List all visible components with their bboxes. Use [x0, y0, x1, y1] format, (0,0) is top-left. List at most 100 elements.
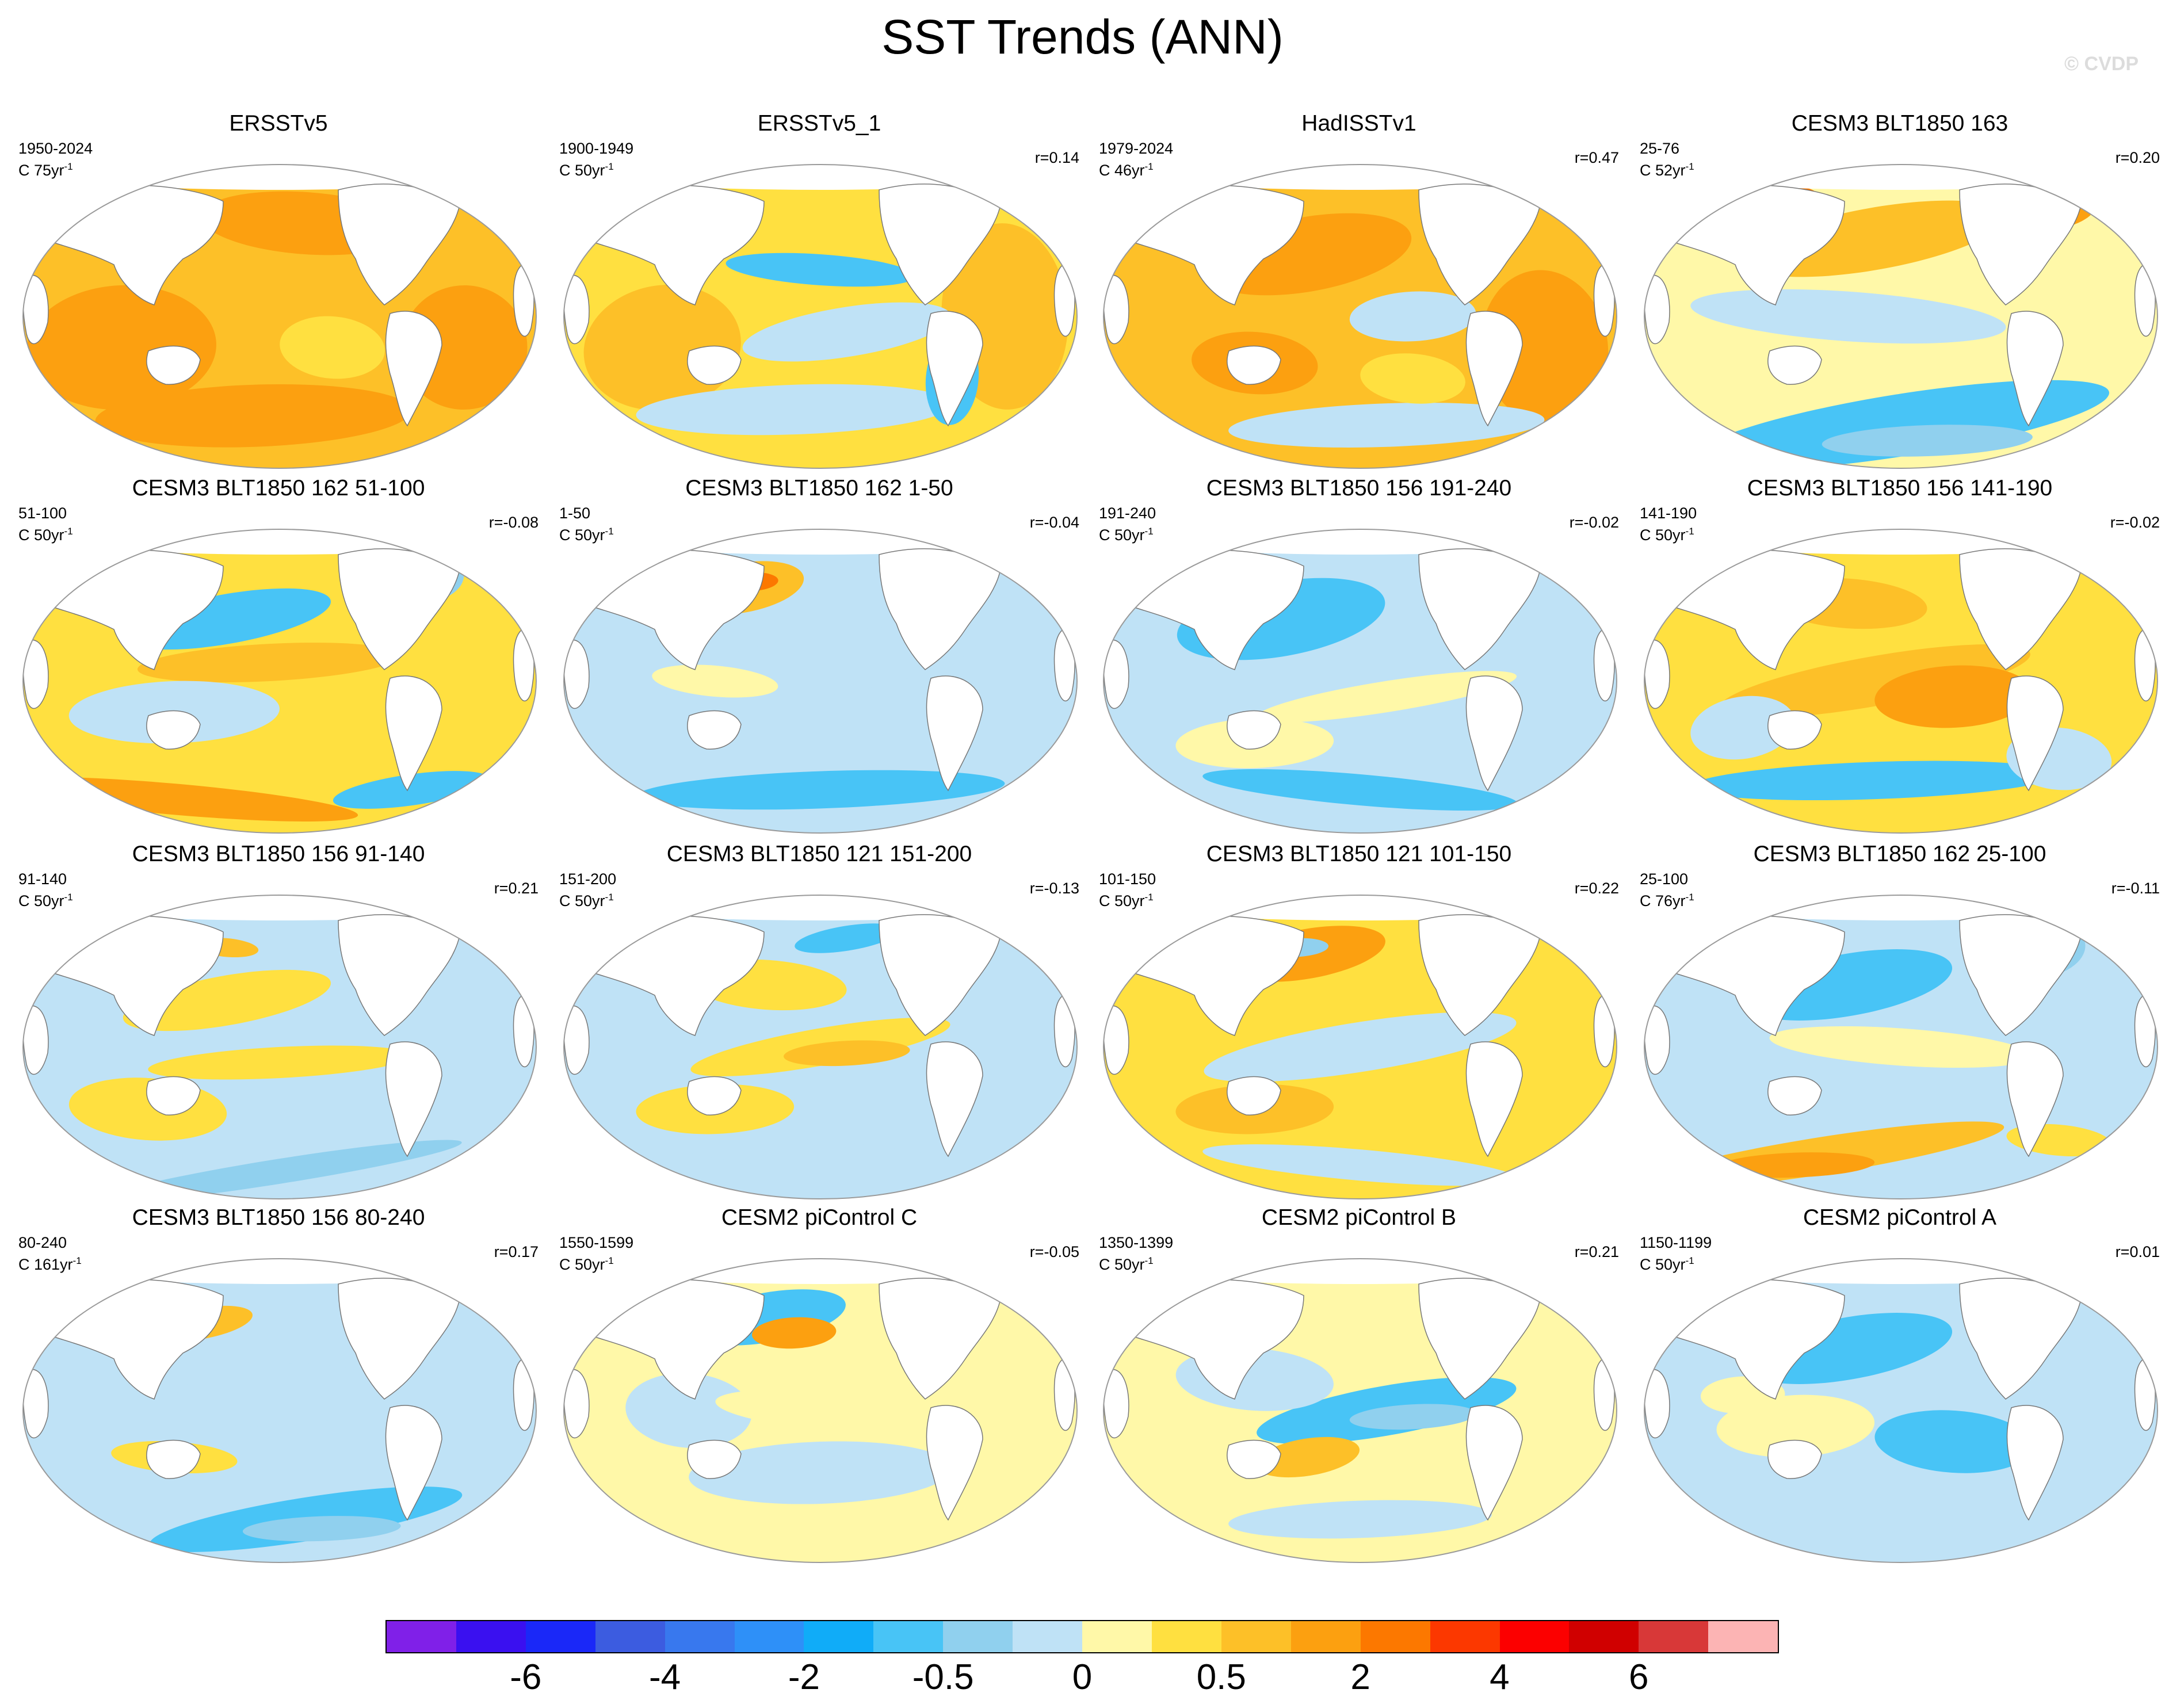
panel-units: C 50yr-1 [1099, 888, 1154, 910]
sst-trend-map [1103, 895, 1617, 1199]
land-south-america [1465, 1041, 1523, 1157]
panel-correlation: r=0.17 [494, 1243, 539, 1260]
sst-trend-map [1644, 164, 2158, 469]
panel-title: CESM3 BLT1850 156 191-240 [1206, 476, 1512, 500]
land-south-america [2006, 311, 2064, 427]
land-south-america [926, 311, 983, 427]
panel-units: C 52yr-1 [1640, 158, 1694, 179]
land-south-america [926, 1405, 983, 1521]
sst-trend-map [563, 164, 1078, 469]
land-australia [687, 710, 742, 750]
land-australia [1767, 1076, 1822, 1115]
panel-units-exponent: -1 [1144, 526, 1154, 537]
land-australia [687, 345, 742, 385]
panel-correlation: r=0.22 [1574, 880, 1619, 897]
land-africa-east [1053, 629, 1075, 702]
panel-correlation: r=-0.05 [1029, 1243, 1079, 1260]
ocean-field [1103, 1259, 1617, 1562]
panel-units-exponent: -1 [605, 1255, 614, 1266]
panel-units-exponent: -1 [1144, 1255, 1154, 1266]
panel-units-text: C 50yr [1640, 1256, 1686, 1273]
panel-units: C 46yr-1 [1099, 158, 1154, 179]
land-africa-east [2134, 629, 2156, 702]
ocean-field [1644, 165, 2158, 468]
panel-units: C 50yr-1 [559, 888, 614, 910]
land-australia [1227, 345, 1281, 385]
land-australia [1767, 345, 1822, 385]
map-border [563, 529, 1078, 834]
map-panel: HadISSTv1 1979-2024 C 46yr-1 r=0.47 [1089, 108, 1629, 474]
land-africa-east [2134, 264, 2156, 337]
panel-correlation: r=-0.04 [1029, 514, 1079, 531]
colorbar-box [1708, 1621, 1778, 1652]
panel-units: C 50yr-1 [1640, 1252, 1694, 1274]
colorbar-box [1151, 1621, 1221, 1652]
colorbar-box [665, 1621, 735, 1652]
land-south-america [385, 1405, 442, 1521]
land-greenland [423, 1264, 460, 1289]
sst-trend-map [563, 895, 1078, 1199]
panel-correlation: r=-0.08 [488, 514, 539, 531]
panel-title: CESM3 BLT1850 156 141-190 [1747, 476, 2053, 500]
sst-trend-map [563, 1258, 1078, 1563]
map-panel: CESM2 piControl C 1550-1599 C 50yr-1 r=-0.0… [549, 1202, 1090, 1568]
panel-correlation: r=0.21 [1574, 1243, 1619, 1260]
land-africa-east [1053, 1358, 1075, 1431]
sst-trend-map [1644, 895, 2158, 1199]
colorbar-box [1290, 1621, 1361, 1652]
panel-title: CESM3 BLT1850 156 91-140 [132, 842, 425, 866]
land-greenland [2044, 534, 2081, 560]
map-panel: CESM3 BLT1850 162 1-50 1-50 C 50yr-1 r=-0.0… [549, 473, 1090, 839]
colorbar-box [1221, 1621, 1291, 1652]
panel-units-exponent: -1 [605, 161, 614, 172]
land-south-america [926, 675, 983, 792]
sst-trend-map [1103, 529, 1617, 834]
land-greenland [2044, 900, 2081, 926]
map-panel: CESM3 BLT1850 156 191-240 191-240 C 50yr-1… [1089, 473, 1629, 839]
land-greenland [1503, 170, 1540, 195]
panel-correlation: r=-0.02 [2110, 514, 2160, 531]
panel-units-exponent: -1 [1144, 892, 1154, 903]
colorbar-box [734, 1621, 804, 1652]
panel-units-text: C 50yr [559, 1256, 605, 1273]
land-greenland [964, 534, 1001, 560]
panel-units-exponent: -1 [1685, 526, 1694, 537]
sst-trend-map [563, 529, 1078, 834]
map-border [563, 164, 1078, 469]
map-panel: CESM3 BLT1850 162 25-100 25-100 C 76yr-1 r=… [1629, 839, 2165, 1205]
land-greenland [964, 170, 1001, 195]
panel-units: C 50yr-1 [559, 1252, 614, 1274]
map-panel: CESM3 BLT1850 156 91-140 91-140 C 50yr-1 r=… [8, 839, 549, 1205]
map-panel: ERSSTv5 1950-2024 C 75yr-1 [8, 108, 549, 474]
land-greenland [964, 900, 1001, 926]
map-panel: CESM3 BLT1850 156 141-190 141-190 C 50yr-1… [1629, 473, 2165, 839]
land-greenland [2044, 170, 2081, 195]
panel-period: 25-76 [1640, 140, 1680, 157]
panel-units: C 75yr-1 [18, 158, 73, 179]
panel-units-text: C 50yr [559, 526, 605, 544]
land-greenland [964, 1264, 1001, 1289]
ocean-field [1644, 1259, 2158, 1562]
panel-units-text: C 50yr [1099, 1256, 1145, 1273]
map-panel: CESM3 BLT1850 121 101-150 101-150 C 50yr-1… [1089, 839, 1629, 1205]
land-australia [687, 1439, 742, 1479]
panel-units: C 76yr-1 [1640, 888, 1694, 910]
panel-units-exponent: -1 [64, 892, 73, 903]
sst-trend-map [1103, 164, 1617, 469]
panel-units: C 50yr-1 [18, 522, 73, 544]
map-panel: CESM3 BLT1850 156 80-240 80-240 C 161yr-1 r… [8, 1202, 549, 1568]
panel-units: C 50yr-1 [1099, 522, 1154, 544]
colorbar-labels: -6 -4 -2 -0.5 0 0.5 2 4 6 [387, 1657, 1778, 1703]
panel-correlation: r=-0.11 [2111, 880, 2160, 897]
panel-correlation: r=-0.02 [1569, 514, 1619, 531]
sst-trend-map [22, 1258, 537, 1563]
land-africa-east [513, 1358, 534, 1431]
land-south-america [385, 311, 442, 427]
panel-title: ERSSTv5_1 [757, 111, 881, 136]
panel-period: 91-140 [18, 870, 67, 888]
panel-correlation: r=-0.13 [1029, 880, 1079, 897]
colorbar-tick-label: -6 [510, 1657, 542, 1697]
colorbar-box [1499, 1621, 1570, 1652]
land-australia [146, 1439, 201, 1479]
panel-correlation: r=0.21 [494, 880, 539, 897]
